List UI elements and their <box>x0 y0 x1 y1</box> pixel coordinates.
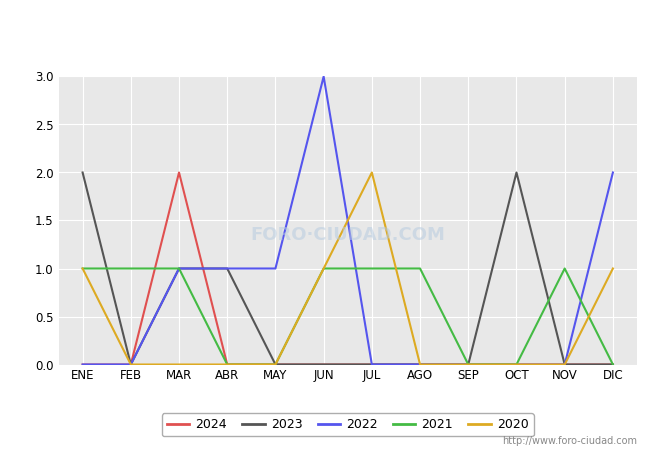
2022 <box>609 170 617 175</box>
2021 <box>320 266 328 271</box>
Legend: 2024, 2023, 2022, 2021, 2020: 2024, 2023, 2022, 2021, 2020 <box>162 413 534 436</box>
2023 <box>79 170 86 175</box>
2020 <box>416 362 424 367</box>
Line: 2024: 2024 <box>83 172 613 364</box>
2022 <box>464 362 472 367</box>
2024 <box>79 362 86 367</box>
2021 <box>368 266 376 271</box>
2023 <box>561 362 569 367</box>
2022 <box>513 362 521 367</box>
2023 <box>368 362 376 367</box>
2021 <box>127 266 135 271</box>
2022 <box>224 266 231 271</box>
2020 <box>224 362 231 367</box>
2020 <box>561 362 569 367</box>
2024 <box>320 362 328 367</box>
2024 <box>368 362 376 367</box>
2022 <box>561 362 569 367</box>
2021 <box>224 362 231 367</box>
2024 <box>416 362 424 367</box>
2023 <box>272 362 280 367</box>
2021 <box>79 266 86 271</box>
2024 <box>127 362 135 367</box>
2022 <box>127 362 135 367</box>
2020 <box>464 362 472 367</box>
Text: http://www.foro-ciudad.com: http://www.foro-ciudad.com <box>502 436 637 446</box>
2024 <box>175 170 183 175</box>
2023 <box>224 266 231 271</box>
2024 <box>464 362 472 367</box>
Text: Matriculaciones de Vehiculos en Villar de Gallimazo: Matriculaciones de Vehiculos en Villar d… <box>118 15 532 30</box>
2021 <box>175 266 183 271</box>
2020 <box>127 362 135 367</box>
2020 <box>368 170 376 175</box>
2022 <box>272 266 280 271</box>
Line: 2022: 2022 <box>83 76 613 364</box>
2023 <box>320 362 328 367</box>
2023 <box>609 362 617 367</box>
2024 <box>272 362 280 367</box>
2020 <box>609 266 617 271</box>
2021 <box>464 362 472 367</box>
2021 <box>609 362 617 367</box>
Line: 2021: 2021 <box>83 269 613 364</box>
2023 <box>127 362 135 367</box>
2022 <box>320 74 328 79</box>
2024 <box>561 362 569 367</box>
2021 <box>561 266 569 271</box>
2024 <box>224 362 231 367</box>
2021 <box>513 362 521 367</box>
2020 <box>320 266 328 271</box>
2023 <box>464 362 472 367</box>
2020 <box>79 266 86 271</box>
2023 <box>175 266 183 271</box>
2023 <box>513 170 521 175</box>
2023 <box>416 362 424 367</box>
2024 <box>513 362 521 367</box>
2020 <box>175 362 183 367</box>
Line: 2020: 2020 <box>83 172 613 364</box>
2022 <box>368 362 376 367</box>
2020 <box>272 362 280 367</box>
2021 <box>416 266 424 271</box>
2022 <box>175 266 183 271</box>
Text: FORO·CIUDAD.COM: FORO·CIUDAD.COM <box>250 226 445 244</box>
Line: 2023: 2023 <box>83 172 613 364</box>
2022 <box>79 362 86 367</box>
2021 <box>272 362 280 367</box>
2024 <box>609 362 617 367</box>
2022 <box>416 362 424 367</box>
2020 <box>513 362 521 367</box>
